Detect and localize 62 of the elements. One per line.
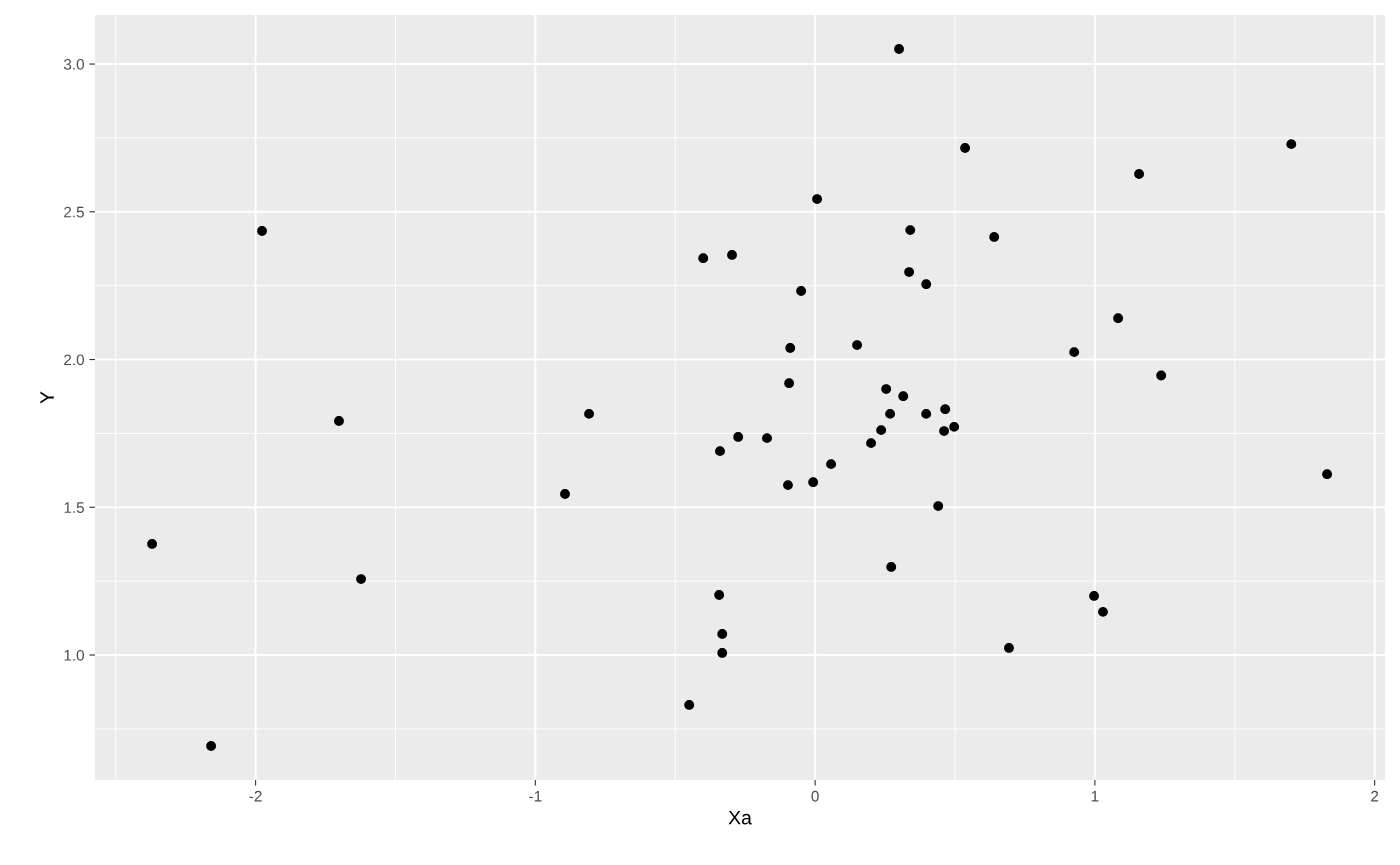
point [1089, 591, 1099, 601]
x-axis-title: Xa [728, 810, 752, 825]
point [933, 501, 944, 511]
y-axis-title: Y [40, 391, 54, 404]
point [921, 279, 932, 290]
point [257, 226, 267, 236]
point [898, 391, 909, 402]
point [560, 489, 570, 499]
point [881, 384, 892, 394]
point [356, 574, 366, 584]
x-tick-label: -2 [249, 790, 262, 802]
y-tick-label: 1.0 [64, 649, 84, 661]
point [886, 562, 897, 572]
point [1098, 606, 1108, 617]
point [940, 404, 951, 415]
point [147, 539, 157, 549]
point [715, 446, 725, 457]
point [876, 425, 887, 436]
point [939, 426, 949, 436]
point [1004, 643, 1014, 653]
point [727, 250, 737, 260]
point [717, 648, 728, 658]
point [698, 253, 709, 264]
y-tick-label: 2.5 [64, 206, 84, 218]
point [334, 416, 344, 426]
point [949, 421, 960, 432]
point [894, 44, 904, 54]
point [784, 378, 795, 389]
point [796, 286, 807, 296]
x-tick-label: 1 [1091, 790, 1099, 802]
point [989, 232, 1000, 242]
point [826, 459, 836, 470]
point [960, 143, 970, 153]
y-tick-label: 1.5 [64, 502, 84, 513]
point [584, 408, 594, 419]
point [1322, 469, 1332, 480]
point [1069, 347, 1080, 358]
y-tick-label: 3.0 [63, 58, 84, 70]
point [885, 408, 895, 419]
point [206, 741, 217, 751]
point [717, 629, 728, 639]
point [1156, 370, 1167, 381]
point [866, 438, 876, 449]
y-tick-label: 2.0 [64, 354, 84, 366]
point [905, 225, 916, 236]
point [1134, 169, 1144, 179]
point [808, 477, 819, 488]
point [733, 432, 744, 442]
point [783, 480, 793, 491]
point [904, 267, 915, 277]
x-tick-label: 2 [1371, 790, 1379, 802]
point [1113, 313, 1124, 324]
point [762, 433, 772, 444]
point [921, 408, 932, 419]
point [714, 590, 725, 600]
point [684, 700, 695, 710]
x-tick-label: -1 [529, 790, 542, 802]
point [1286, 139, 1297, 150]
point [785, 343, 796, 353]
x-tick-label: 0 [811, 790, 819, 802]
point [812, 194, 822, 204]
point [852, 340, 862, 350]
